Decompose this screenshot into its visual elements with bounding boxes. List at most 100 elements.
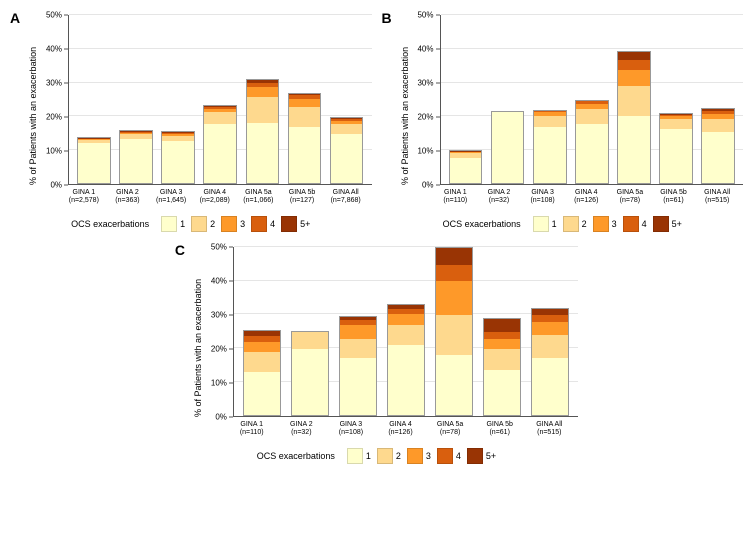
x-tick-label: GINA 4(n=126) xyxy=(564,189,608,206)
y-tick: 10% xyxy=(211,378,233,387)
legend-label: 3 xyxy=(426,451,431,461)
y-tick: 20% xyxy=(46,113,68,122)
bar-segment xyxy=(484,339,520,349)
bar-segment xyxy=(532,309,568,316)
bar-segment xyxy=(532,358,568,414)
legend-item: 2 xyxy=(377,448,401,464)
x-tick-label: GINA 1(n=2,578) xyxy=(62,189,106,206)
bar-column xyxy=(487,15,529,184)
bar-column xyxy=(238,247,286,416)
bar-segment xyxy=(484,319,520,332)
bar-segment xyxy=(340,358,376,414)
legend: OCS exacerbations 1 23 4 5+ xyxy=(382,216,744,232)
bar-column xyxy=(241,15,283,184)
panel-grid: A % of Patients with an exacerbation0%10… xyxy=(10,10,743,464)
y-tick: 50% xyxy=(211,242,233,251)
legend-item: 2 xyxy=(563,216,587,232)
bar-segment xyxy=(388,345,424,415)
legend-label: 5+ xyxy=(300,219,310,229)
x-tick-label: GINA 4(n=2,089) xyxy=(193,189,237,206)
panel-c-wrapper: C % of Patients with an exacerbation0%10… xyxy=(10,242,743,464)
plot-area xyxy=(69,15,372,185)
bars xyxy=(69,15,372,184)
bar-segment xyxy=(618,70,650,87)
x-tick-label: GINA 3(n=1,645) xyxy=(149,189,193,206)
legend-item: 5+ xyxy=(653,216,682,232)
bar-segment xyxy=(702,119,734,132)
bar-segment xyxy=(618,86,650,116)
legend-item: 1 xyxy=(533,216,557,232)
legend-label: 1 xyxy=(552,219,557,229)
bar-column xyxy=(478,247,526,416)
bar-segment xyxy=(331,134,363,183)
legend-item: 3 xyxy=(593,216,617,232)
y-tick: 40% xyxy=(46,45,68,54)
plot-area xyxy=(441,15,744,185)
y-axis: 0%10%20%30%40%50% xyxy=(42,15,69,185)
stacked-bar xyxy=(77,137,111,184)
stacked-bar xyxy=(575,100,609,185)
legend-title: OCS exacerbations xyxy=(443,219,521,229)
x-tick-label: GINA 5b(n=127) xyxy=(280,189,324,206)
panel-label-a: A xyxy=(10,10,20,26)
y-tick: 30% xyxy=(46,79,68,88)
x-tick-label: GINA 5a(n=78) xyxy=(608,189,652,206)
stacked-bar xyxy=(435,247,473,416)
x-tick-label: GINA 4(n=126) xyxy=(376,421,426,438)
bar-segment xyxy=(247,87,279,97)
stacked-bar xyxy=(291,331,329,416)
legend-swatch xyxy=(623,216,639,232)
chart: % of Patients with an exacerbation0%10%2… xyxy=(193,247,578,417)
legend-title: OCS exacerbations xyxy=(71,219,149,229)
bar-segment xyxy=(618,52,650,60)
bar-segment xyxy=(532,322,568,335)
bar-segment xyxy=(436,355,472,415)
y-tick: 10% xyxy=(417,147,439,156)
stacked-bar xyxy=(203,105,237,184)
legend-item: 4 xyxy=(251,216,275,232)
stacked-bar xyxy=(491,111,525,184)
bar-segment xyxy=(292,349,328,415)
legend-swatch xyxy=(563,216,579,232)
bar-segment xyxy=(388,325,424,345)
bar-column xyxy=(697,15,739,184)
bar-segment xyxy=(244,336,280,343)
bar-segment xyxy=(244,352,280,372)
bar-segment xyxy=(340,325,376,338)
legend-label: 4 xyxy=(270,219,275,229)
bar-column xyxy=(73,15,115,184)
legend-swatch xyxy=(191,216,207,232)
bar-segment xyxy=(340,339,376,359)
bar-segment xyxy=(484,370,520,415)
bar-segment xyxy=(244,372,280,415)
bar-segment xyxy=(576,109,608,124)
bar-column xyxy=(115,15,157,184)
chart: % of Patients with an exacerbation0%10%2… xyxy=(28,15,372,185)
x-tick-label: GINA 5a(n=1,066) xyxy=(237,189,281,206)
legend-label: 4 xyxy=(642,219,647,229)
stacked-bar xyxy=(533,110,567,184)
bar-segment xyxy=(204,112,236,124)
bar-segment xyxy=(247,123,279,183)
y-axis-label: % of Patients with an exacerbation xyxy=(400,15,410,185)
y-tick: 0% xyxy=(215,412,233,421)
legend-label: 2 xyxy=(582,219,587,229)
bar-segment xyxy=(78,143,110,183)
panel-b: B % of Patients with an exacerbation0%10… xyxy=(382,10,744,232)
y-axis: 0%10%20%30%40%50% xyxy=(207,247,234,417)
chart: % of Patients with an exacerbation0%10%2… xyxy=(400,15,744,185)
bar-segment xyxy=(289,107,321,127)
bar-column xyxy=(529,15,571,184)
legend-swatch xyxy=(347,448,363,464)
bar-segment xyxy=(436,281,472,314)
y-tick: 40% xyxy=(417,45,439,54)
y-tick: 30% xyxy=(211,310,233,319)
bar-column xyxy=(526,247,574,416)
bar-segment xyxy=(247,97,279,124)
bar-segment xyxy=(436,248,472,265)
x-tick-label: GINA 2(n=32) xyxy=(277,421,327,438)
bar-segment xyxy=(534,116,566,128)
bar-segment xyxy=(660,129,692,183)
x-tick-label: GINA 5a(n=78) xyxy=(425,421,475,438)
stacked-bar xyxy=(387,304,425,416)
